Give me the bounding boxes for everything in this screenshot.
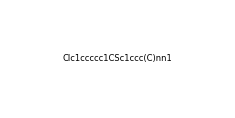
Text: Clc1ccccc1CSc1ccc(C)nn1: Clc1ccccc1CSc1ccc(C)nn1 bbox=[63, 55, 172, 63]
